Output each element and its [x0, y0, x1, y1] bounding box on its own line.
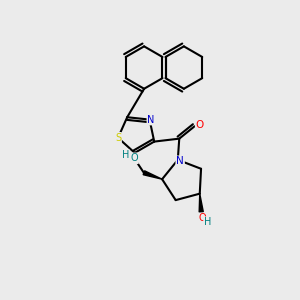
Text: H: H	[122, 150, 129, 160]
Text: O: O	[130, 153, 138, 163]
Text: O: O	[199, 213, 206, 224]
Polygon shape	[143, 171, 162, 179]
Text: S: S	[115, 133, 121, 143]
Text: N: N	[176, 156, 184, 166]
Text: H: H	[204, 217, 212, 227]
Polygon shape	[199, 194, 203, 212]
Text: N: N	[147, 115, 155, 124]
Text: O: O	[196, 120, 204, 130]
